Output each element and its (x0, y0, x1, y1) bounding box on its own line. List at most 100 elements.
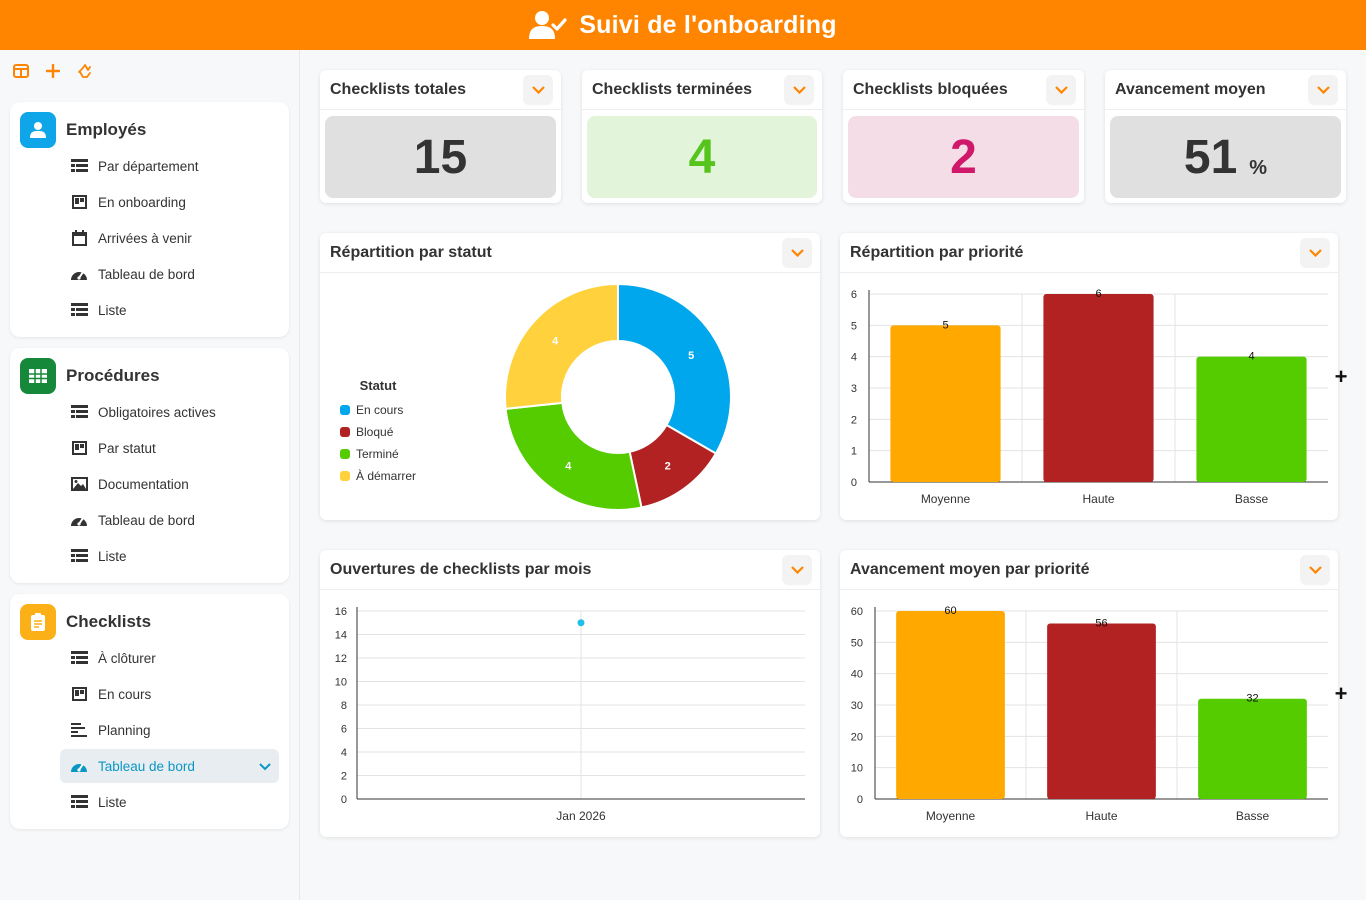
chevron-down-icon (1316, 86, 1330, 94)
card-menu-button[interactable] (1046, 75, 1076, 105)
chart-card-progress: Avancement moyen par priorité 0 10 20 30 40 5… (840, 550, 1338, 837)
bar (1198, 698, 1307, 799)
gantt-icon (70, 722, 88, 738)
section-header[interactable]: Employés (20, 112, 146, 148)
donut-slice (617, 282, 732, 455)
nav-documentation[interactable]: Documentation (60, 467, 279, 501)
nav-liste[interactable]: Liste (60, 785, 279, 819)
y-tick-label: 14 (335, 630, 347, 642)
donut-slice (504, 282, 619, 410)
table-icon (70, 404, 88, 420)
gauge-icon (70, 512, 88, 528)
nav-label: Arrivées à venir (98, 230, 192, 246)
nav-label: Tableau de bord (98, 266, 195, 282)
chevron-down-icon[interactable] (259, 759, 271, 774)
nav-tableau-de-bord-active[interactable]: Tableau de bord (60, 749, 279, 783)
card-header: Avancement moyen par priorité (840, 550, 1338, 590)
sidebar-toolbar (8, 58, 98, 84)
x-tick-label: Moyenne (926, 809, 976, 823)
card-title: Ouvertures de checklists par mois (330, 560, 592, 578)
x-tick-label: Haute (1085, 809, 1117, 823)
section-header[interactable]: Checklists (20, 604, 151, 640)
bar-chart: 0 10 20 30 40 50 60 60 Moyenne 56 Haute 32 Basse (851, 605, 1328, 823)
y-tick-label: 16 (335, 606, 347, 618)
y-tick-label: 6 (341, 724, 347, 736)
nav-par-departement[interactable]: Par département (60, 149, 279, 183)
user-check-icon (529, 10, 567, 40)
card-menu-button[interactable] (1300, 555, 1330, 585)
layout-button[interactable] (8, 58, 34, 84)
bar (1196, 356, 1307, 482)
add-widget-button[interactable]: + (1329, 681, 1353, 706)
card-title: Checklists terminées (592, 80, 753, 98)
legend-swatch (340, 427, 350, 437)
x-tick-label: Haute (1082, 492, 1114, 506)
x-tick-label: Moyenne (921, 492, 971, 506)
chart-card-priority: Répartition par priorité 0 1 2 3 4 5 6 5 Moyenne… (840, 233, 1338, 520)
legend-label: À démarrer (356, 468, 416, 483)
chevron-down-icon (531, 86, 545, 94)
clipboard-icon (20, 604, 56, 640)
nav-label: Tableau de bord (98, 512, 195, 528)
nav-en-onboarding[interactable]: En onboarding (60, 185, 279, 219)
card-menu-button[interactable] (782, 238, 812, 268)
kanban-icon (70, 686, 88, 702)
nav-planning[interactable]: Planning (60, 713, 279, 747)
y-tick-label: 4 (341, 747, 347, 759)
bar-value-label: 60 (944, 605, 956, 617)
plus-icon (46, 64, 60, 78)
nav-label: Planning (98, 722, 151, 738)
card-menu-button[interactable] (1300, 238, 1330, 268)
card-header: Ouvertures de checklists par mois (320, 550, 820, 590)
y-tick-label: 60 (851, 606, 863, 618)
kpi-card-total: Checklists totales 15 (320, 70, 561, 203)
y-tick-label: 12 (335, 653, 347, 665)
y-tick-label: 10 (335, 677, 347, 689)
card-menu-button[interactable] (784, 75, 814, 105)
plus-icon: + (1334, 681, 1348, 706)
card-menu-button[interactable] (523, 75, 553, 105)
kpi-box: 4 (587, 116, 817, 198)
recycle-button[interactable] (72, 58, 98, 84)
chart-card-status: Répartition par statut 5 2 4 4 Statut En cour… (320, 233, 820, 520)
slice-label: 4 (552, 335, 559, 347)
nav-label: Tableau de bord (98, 758, 195, 774)
nav-obligatoires-actives[interactable]: Obligatoires actives (60, 395, 279, 429)
card-menu-button[interactable] (1308, 75, 1338, 105)
chevron-down-icon (790, 249, 804, 257)
kpi-value: 15 (413, 130, 468, 184)
bar-value-label: 6 (1095, 288, 1101, 300)
kpi-unit: % (1249, 156, 1268, 179)
nav-tableau-de-bord[interactable]: Tableau de bord (60, 503, 279, 537)
nav-en-cours[interactable]: En cours (60, 677, 279, 711)
y-tick-label: 30 (851, 700, 863, 712)
add-button[interactable] (40, 58, 66, 84)
nav-liste[interactable]: Liste (60, 539, 279, 573)
add-widget-button[interactable]: + (1329, 364, 1353, 389)
page-title: Suivi de l'onboarding (579, 10, 837, 39)
nav-arrivees-a-venir[interactable]: Arrivées à venir (60, 221, 279, 255)
chevron-down-icon (792, 86, 806, 94)
section-header[interactable]: Procédures (20, 358, 160, 394)
chevron-down-icon (1308, 249, 1322, 257)
y-tick-label: 8 (341, 700, 347, 712)
table-icon (70, 548, 88, 564)
y-tick-label: 1 (851, 446, 857, 458)
calendar-icon (70, 230, 88, 246)
layout-icon (13, 64, 29, 78)
chevron-down-icon (1054, 86, 1068, 94)
legend-label: Terminé (356, 447, 399, 461)
nav-par-statut[interactable]: Par statut (60, 431, 279, 465)
x-tick-label: Jan 2026 (556, 809, 606, 823)
legend-swatch (340, 471, 350, 481)
nav-liste[interactable]: Liste (60, 293, 279, 327)
nav-label: À clôturer (98, 650, 156, 666)
y-tick-label: 4 (851, 352, 857, 364)
nav-tableau-de-bord[interactable]: Tableau de bord (60, 257, 279, 291)
kpi-card-progress: Avancement moyen 51% (1105, 70, 1346, 203)
card-title: Avancement moyen par priorité (850, 560, 1090, 578)
bar (1047, 623, 1156, 799)
chart-card-monthly: Ouvertures de checklists par mois 0 2 4 6 8 1… (320, 550, 820, 837)
card-menu-button[interactable] (782, 555, 812, 585)
nav-a-cloturer[interactable]: À clôturer (60, 641, 279, 675)
